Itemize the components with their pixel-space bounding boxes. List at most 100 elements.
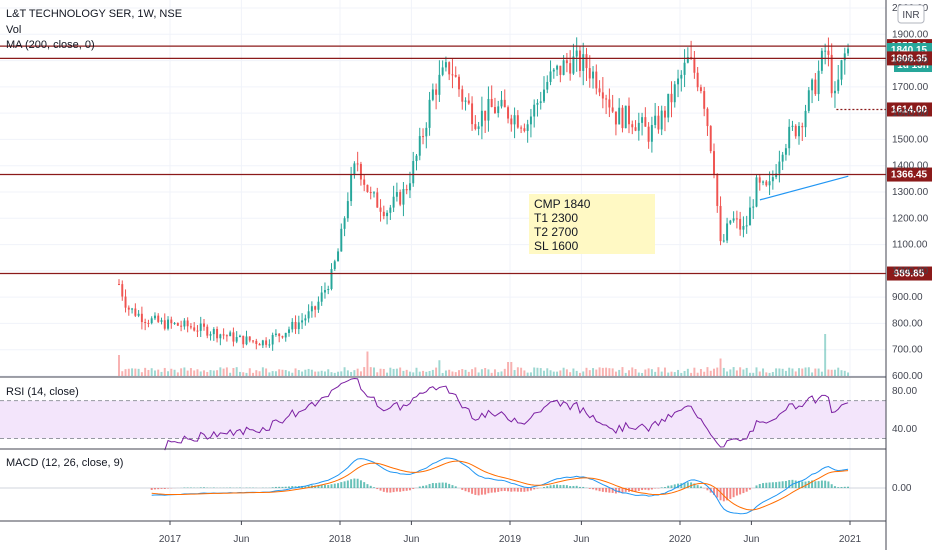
price-candle[interactable]: [546, 81, 549, 90]
price-candle[interactable]: [343, 218, 346, 229]
price-candle[interactable]: [176, 322, 179, 326]
price-candle[interactable]: [323, 290, 326, 293]
price-candle[interactable]: [454, 74, 457, 77]
price-candle[interactable]: [660, 110, 663, 130]
price-candle[interactable]: [745, 225, 748, 227]
macd-pane[interactable]: [0, 457, 886, 515]
price-candle[interactable]: [696, 72, 699, 88]
price-candle[interactable]: [216, 329, 219, 339]
price-candle[interactable]: [650, 124, 653, 142]
price-candle[interactable]: [124, 296, 127, 308]
price-candle[interactable]: [346, 201, 349, 219]
price-candle[interactable]: [585, 54, 588, 69]
price-candle[interactable]: [814, 79, 817, 95]
price-candle[interactable]: [771, 177, 774, 182]
price-candle[interactable]: [739, 218, 742, 230]
price-candle[interactable]: [238, 335, 241, 338]
price-candle[interactable]: [425, 127, 428, 137]
price-candle[interactable]: [693, 58, 696, 73]
price-candle[interactable]: [680, 74, 683, 79]
price-candle[interactable]: [467, 100, 470, 104]
price-candle[interactable]: [258, 343, 261, 346]
price-candle[interactable]: [556, 65, 559, 70]
price-candle[interactable]: [631, 124, 634, 128]
price-candle[interactable]: [637, 122, 640, 131]
price-candle[interactable]: [529, 116, 532, 125]
price-candle[interactable]: [493, 107, 496, 114]
price-candle[interactable]: [157, 315, 160, 322]
price-candle[interactable]: [830, 54, 833, 94]
price-candle[interactable]: [811, 79, 814, 91]
price-candle[interactable]: [500, 99, 503, 107]
price-candle[interactable]: [451, 74, 454, 76]
price-candle[interactable]: [598, 88, 601, 93]
price-candle[interactable]: [212, 329, 215, 335]
price-candle[interactable]: [137, 313, 140, 316]
price-candle[interactable]: [713, 151, 715, 175]
price-candle[interactable]: [791, 125, 794, 127]
price-candle[interactable]: [683, 62, 686, 75]
price-candle[interactable]: [824, 50, 827, 52]
price-candle[interactable]: [363, 179, 366, 185]
price-pane[interactable]: [118, 37, 850, 351]
price-candle[interactable]: [265, 340, 268, 345]
price-candle[interactable]: [497, 106, 500, 114]
price-candle[interactable]: [183, 320, 186, 327]
price-candle[interactable]: [304, 318, 307, 321]
price-candle[interactable]: [565, 60, 568, 64]
price-candle[interactable]: [248, 336, 251, 341]
price-candle[interactable]: [242, 335, 245, 345]
price-candle[interactable]: [794, 125, 797, 137]
price-candle[interactable]: [477, 126, 480, 129]
price-candle[interactable]: [507, 107, 510, 119]
price-candle[interactable]: [118, 284, 120, 285]
price-candle[interactable]: [624, 105, 627, 129]
price-candle[interactable]: [503, 99, 506, 108]
price-candle[interactable]: [461, 89, 464, 102]
price-candle[interactable]: [337, 251, 340, 262]
price-candle[interactable]: [801, 125, 804, 128]
price-candle[interactable]: [301, 320, 304, 323]
price-candle[interactable]: [235, 337, 238, 342]
price-candle[interactable]: [562, 60, 565, 75]
price-candle[interactable]: [405, 189, 408, 191]
price-candle[interactable]: [150, 318, 153, 324]
price-candle[interactable]: [510, 118, 513, 125]
price-candle[interactable]: [847, 48, 850, 54]
price-candle[interactable]: [595, 71, 598, 89]
price-candle[interactable]: [618, 107, 621, 125]
price-candle[interactable]: [196, 330, 199, 332]
price-candle[interactable]: [232, 332, 235, 342]
price-candle[interactable]: [686, 57, 689, 63]
price-candle[interactable]: [229, 332, 232, 337]
price-candle[interactable]: [458, 76, 460, 90]
price-candle[interactable]: [621, 107, 624, 129]
price-candle[interactable]: [418, 136, 421, 156]
price-candle[interactable]: [167, 319, 170, 329]
price-candle[interactable]: [382, 211, 385, 217]
price-candle[interactable]: [203, 323, 205, 327]
price-candle[interactable]: [209, 334, 212, 336]
price-candle[interactable]: [552, 69, 555, 72]
price-candle[interactable]: [703, 91, 706, 109]
price-candle[interactable]: [297, 322, 300, 330]
price-candle[interactable]: [206, 326, 209, 336]
price-candle[interactable]: [758, 177, 761, 183]
price-candle[interactable]: [487, 98, 490, 121]
price-candle[interactable]: [350, 174, 353, 202]
price-candle[interactable]: [131, 308, 134, 310]
price-candle[interactable]: [225, 335, 228, 337]
price-candle[interactable]: [748, 207, 751, 226]
signal-line[interactable]: [151, 460, 849, 511]
price-candle[interactable]: [657, 115, 660, 130]
price-candle[interactable]: [356, 163, 359, 165]
price-candle[interactable]: [471, 103, 474, 125]
price-candle[interactable]: [719, 205, 722, 242]
price-candle[interactable]: [369, 192, 372, 194]
price-candle[interactable]: [408, 183, 411, 191]
price-candle[interactable]: [359, 163, 362, 180]
price-candle[interactable]: [291, 321, 294, 330]
price-candle[interactable]: [173, 322, 176, 324]
